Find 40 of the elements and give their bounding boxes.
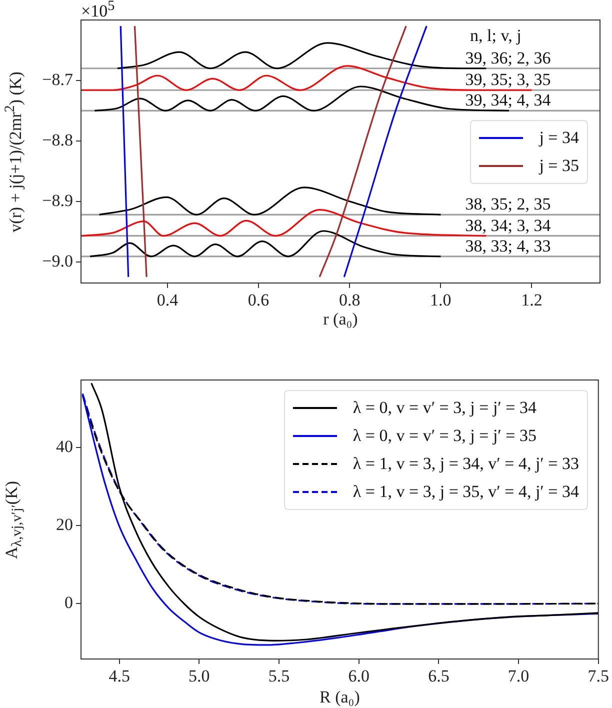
y-tick-label: 20 bbox=[56, 515, 73, 534]
x-tick-label: 7.0 bbox=[508, 666, 530, 686]
annotation: 38, 35; 2, 35 bbox=[465, 194, 551, 214]
x-tick-label: 4.5 bbox=[108, 666, 130, 686]
line-series bbox=[116, 42, 487, 70]
x-tick-label: 0.4 bbox=[156, 290, 179, 310]
x-tick-label: 5.0 bbox=[188, 666, 210, 686]
legend-label: j = 34 bbox=[539, 128, 579, 148]
annotation: n, l; v, j bbox=[470, 26, 522, 46]
annotation: 39, 36; 2, 36 bbox=[465, 48, 551, 68]
annotation: ×10$^{5}$ bbox=[81, 0, 115, 22]
legend-label: λ = 1, v = 3, j = 34, v′ = 4, j′ = 33 bbox=[352, 454, 579, 474]
y-tick-label: 0 bbox=[64, 593, 73, 612]
x-axis-title: r (a₀) bbox=[323, 309, 358, 328]
annotation: 38, 34; 3, 34 bbox=[465, 216, 552, 235]
annotation: 38, 33; 4, 33 bbox=[465, 236, 551, 256]
line-series bbox=[94, 86, 510, 112]
x-tick-label: 0.6 bbox=[248, 290, 270, 310]
x-tick-label: 6.5 bbox=[428, 666, 450, 686]
x-tick-label: 7.5 bbox=[588, 666, 609, 686]
y-tick-label: −8.7 bbox=[42, 70, 74, 89]
legend-label: λ = 0, v = v′ = 3, j = j′ = 34 bbox=[352, 398, 536, 418]
legend-label: λ = 0, v = v′ = 3, j = j′ = 35 bbox=[352, 426, 536, 446]
annotation: 39, 35; 3, 35 bbox=[465, 70, 551, 90]
line-series bbox=[89, 230, 442, 258]
annotation: 39, 34; 4, 34 bbox=[465, 90, 552, 110]
y-tick-label: −8.9 bbox=[42, 190, 73, 210]
legend-label: λ = 1, v = 3, j = 35, v′ = 4, j′ = 34 bbox=[352, 482, 579, 502]
line-series bbox=[98, 186, 442, 216]
x-tick-label: 1.2 bbox=[521, 290, 542, 310]
legend-label: j = 35 bbox=[539, 156, 579, 176]
x-tick-label: 5.5 bbox=[268, 666, 290, 686]
x-tick-label: 6.0 bbox=[348, 666, 370, 686]
y-tick-label: −8.8 bbox=[42, 130, 73, 150]
x-axis-title: R (a₀) bbox=[319, 687, 360, 706]
y-tick-label: −9.0 bbox=[42, 251, 73, 270]
line-series bbox=[81, 65, 533, 91]
x-tick-label: 1.0 bbox=[430, 290, 452, 310]
x-tick-label: 0.8 bbox=[338, 290, 360, 310]
y-tick-label: 40 bbox=[56, 436, 73, 456]
